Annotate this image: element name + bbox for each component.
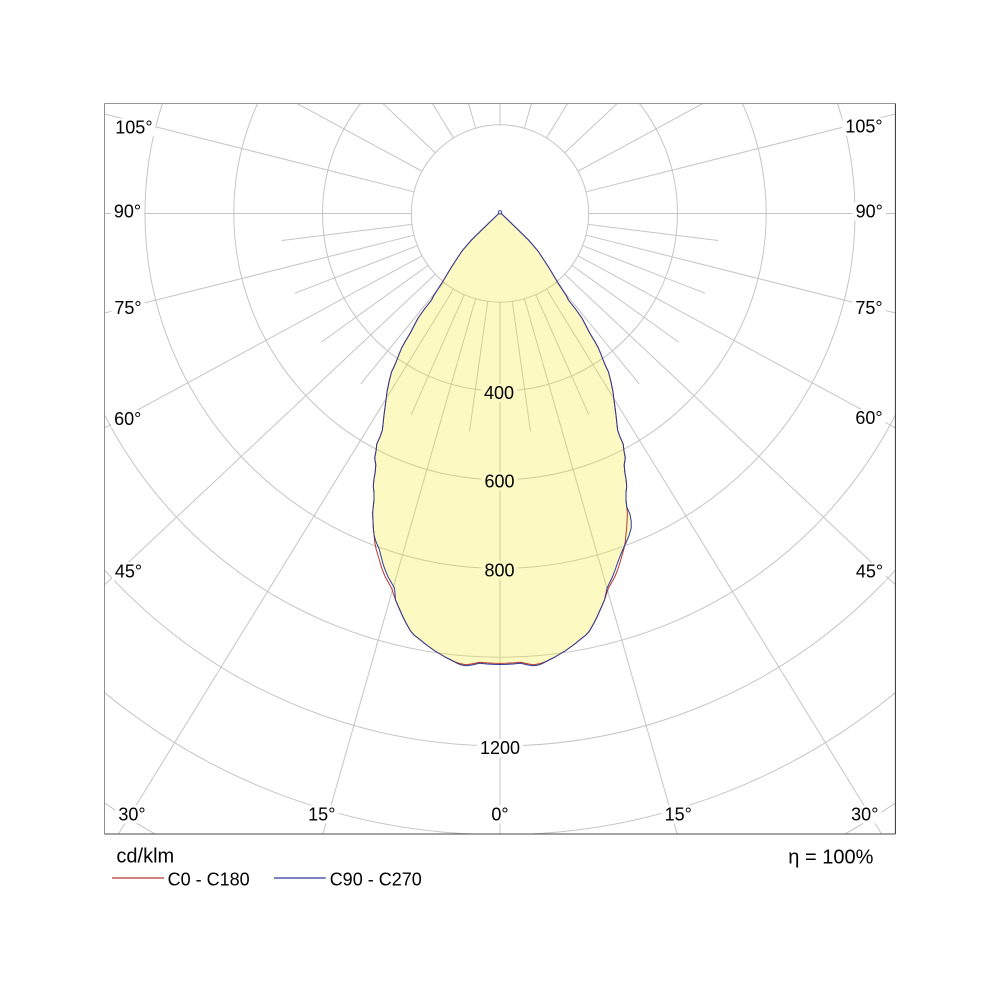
svg-text:90°: 90° <box>114 202 141 222</box>
svg-text:60°: 60° <box>114 409 141 429</box>
svg-text:75°: 75° <box>855 298 882 318</box>
svg-text:600: 600 <box>484 472 514 492</box>
svg-text:30°: 30° <box>851 804 878 824</box>
svg-text:75°: 75° <box>114 298 141 318</box>
svg-text:60°: 60° <box>855 408 882 428</box>
svg-text:30°: 30° <box>118 804 145 824</box>
svg-text:800: 800 <box>484 561 514 581</box>
svg-text:105°: 105° <box>845 117 882 137</box>
svg-text:15°: 15° <box>665 804 692 824</box>
svg-text:400: 400 <box>484 383 514 403</box>
svg-text:15°: 15° <box>308 804 335 824</box>
svg-text:η = 100%: η = 100% <box>788 846 873 868</box>
svg-text:0°: 0° <box>491 804 508 824</box>
svg-text:105°: 105° <box>115 117 152 137</box>
svg-text:C0 - C180: C0 - C180 <box>168 870 250 890</box>
svg-text:cd/klm: cd/klm <box>116 845 174 867</box>
svg-text:45°: 45° <box>856 561 883 581</box>
svg-text:C90 - C270: C90 - C270 <box>330 870 422 890</box>
svg-text:45°: 45° <box>115 561 142 581</box>
svg-text:90°: 90° <box>856 201 883 221</box>
svg-text:1200: 1200 <box>480 738 520 758</box>
